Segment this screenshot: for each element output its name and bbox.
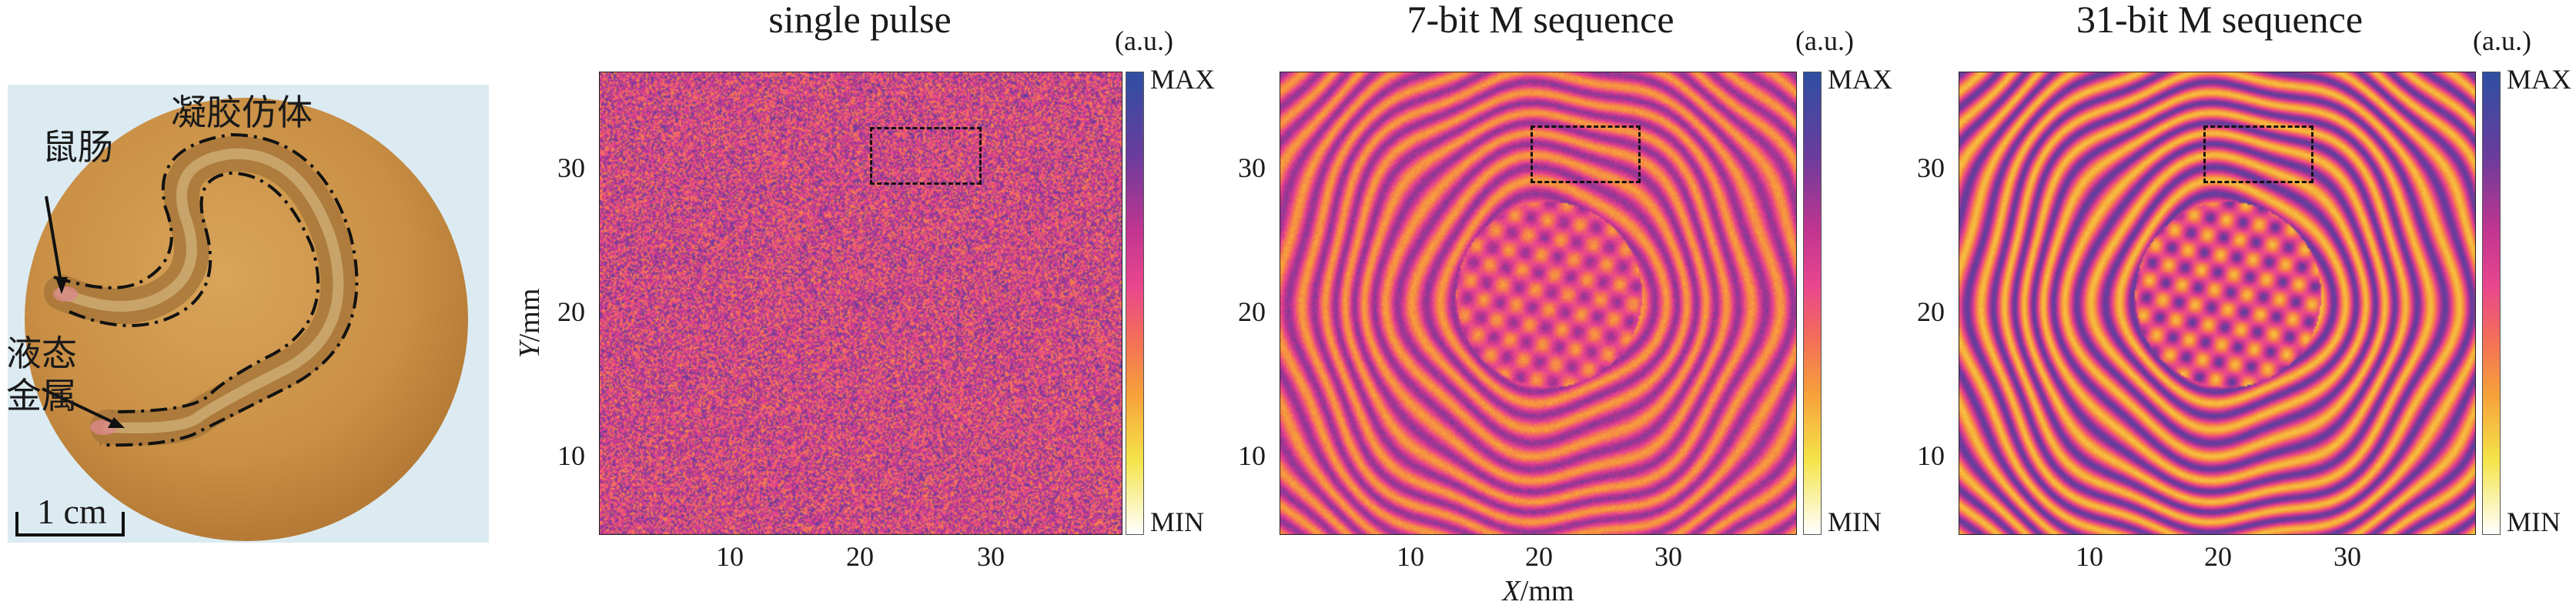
label-liquid-metal-2: 金属 [6, 375, 77, 416]
x-tick-30-p2: 30 [1654, 541, 1682, 572]
colorbar-p3 [2482, 72, 2501, 535]
colorbar-min-p1: MIN [1150, 506, 1204, 537]
x-tick-10-p2: 10 [1397, 541, 1424, 572]
colorbar-max-p1: MAX [1150, 64, 1216, 95]
roi-box-single-pulse [870, 127, 982, 185]
heatmap-7bit [1280, 72, 1797, 535]
y-tick-10-p3: 10 [1917, 440, 1945, 471]
colorbar-unit-p2: (a.u.) [1795, 25, 1854, 56]
colorbar-min-p2: MIN [1828, 506, 1882, 537]
y-tick-30-p2: 30 [1238, 152, 1266, 183]
heatmap-31bit [1959, 72, 2476, 535]
arrow-intestine [45, 196, 63, 287]
label-liquid-metal-1: 液态 [6, 333, 77, 374]
roi-box-31bit [2203, 125, 2313, 183]
panel-title-7bit: 7-bit M sequence [1407, 0, 1674, 41]
y-tick-20: 20 [557, 296, 585, 327]
heatmap-single-pulse [599, 72, 1122, 535]
phantom-photo [8, 85, 489, 543]
y-tick-10: 10 [557, 440, 585, 471]
colorbar-p2 [1803, 72, 1822, 535]
colorbar-max-p3: MAX [2507, 64, 2572, 95]
roi-box-7bit [1531, 125, 1641, 183]
x-tick-10-p1: 10 [716, 541, 744, 572]
y-axis-label: Y/mm [514, 288, 546, 359]
x-tick-10-p3: 10 [2076, 541, 2103, 572]
arrow-metal [42, 387, 116, 425]
panel-title-single-pulse: single pulse [768, 0, 952, 41]
panel-title-31bit: 31-bit M sequence [2076, 0, 2364, 41]
x-axis-label: X/mm [1502, 575, 1574, 607]
colorbar-unit-p3: (a.u.) [2473, 25, 2531, 56]
colorbar-p1 [1126, 72, 1144, 535]
x-tick-30-p3: 30 [2333, 541, 2361, 572]
phantom-photo-drawing [15, 98, 468, 541]
colorbar-unit-p1: (a.u.) [1115, 25, 1173, 56]
y-tick-10-p2: 10 [1238, 440, 1266, 471]
label-mouse-intestine: 鼠肠 [42, 126, 113, 168]
colorbar-max-p2: MAX [1828, 64, 1893, 95]
scale-bar [15, 512, 125, 536]
label-gel-phantom: 凝胶仿体 [171, 92, 313, 133]
x-tick-20-p1: 20 [846, 541, 874, 572]
outline-inner [69, 171, 320, 413]
x-tick-20-p2: 20 [1525, 541, 1553, 572]
y-tick-30: 30 [557, 152, 585, 183]
colorbar-min-p3: MIN [2507, 506, 2561, 537]
x-tick-30-p1: 30 [977, 541, 1005, 572]
x-tick-20-p3: 20 [2204, 541, 2232, 572]
outline-outer [53, 132, 359, 447]
y-tick-20-p3: 20 [1917, 296, 1945, 327]
y-tick-30-p3: 30 [1917, 152, 1945, 183]
scale-bar-label: 1 cm [37, 492, 107, 531]
y-tick-20-p2: 20 [1238, 296, 1266, 327]
